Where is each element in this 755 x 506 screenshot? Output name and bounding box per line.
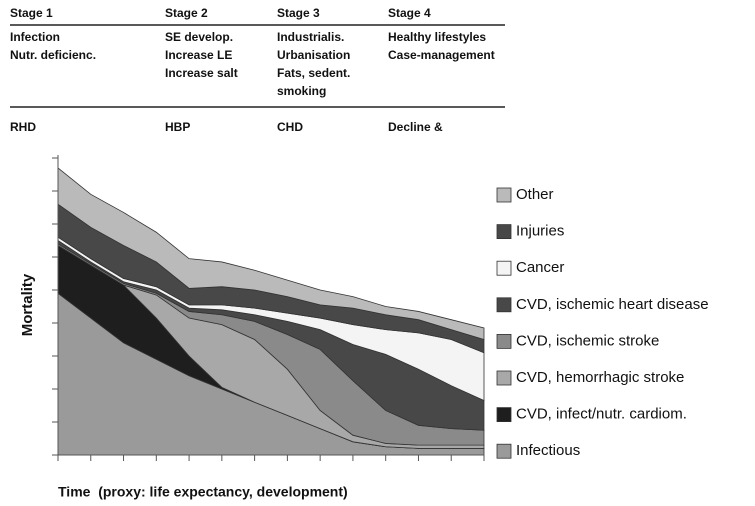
table-header: Stage 4 bbox=[388, 6, 431, 20]
legend-swatch bbox=[496, 224, 512, 240]
legend-swatch bbox=[496, 370, 512, 386]
legend-swatch bbox=[496, 187, 512, 203]
table-cell: Decline & bbox=[388, 120, 443, 134]
table-cell: Increase salt bbox=[165, 66, 238, 80]
x-axis-label: Time (proxy: life expectancy, developmen… bbox=[58, 484, 348, 500]
legend-label: Cancer bbox=[516, 259, 564, 276]
table-cell: CHD bbox=[277, 120, 303, 134]
table-cell: SE develop. bbox=[165, 30, 233, 44]
legend-label: Other bbox=[516, 186, 554, 203]
table-cell: HBP bbox=[165, 120, 190, 134]
table-cell: Urbanisation bbox=[277, 48, 350, 62]
table-cell: RHD bbox=[10, 120, 36, 134]
table-cell: Case-management bbox=[388, 48, 495, 62]
legend-label: CVD, ischemic heart disease bbox=[516, 296, 709, 313]
legend-swatch bbox=[496, 443, 512, 459]
legend-label: Injuries bbox=[516, 223, 564, 240]
table-cell: smoking bbox=[277, 84, 326, 98]
legend-label: CVD, ischemic stroke bbox=[516, 332, 659, 349]
table-cell: Infection bbox=[10, 30, 60, 44]
table-cell: Nutr. deficienc. bbox=[10, 48, 96, 62]
legend-label: CVD, infect/nutr. cardiom. bbox=[516, 406, 687, 423]
y-axis-label: Mortality bbox=[19, 273, 36, 336]
legend-swatch bbox=[496, 297, 512, 313]
table-header: Stage 3 bbox=[277, 6, 320, 20]
legend-swatch bbox=[496, 260, 512, 276]
table-cell: Fats, sedent. bbox=[277, 66, 350, 80]
table-cell: Industrialis. bbox=[277, 30, 344, 44]
legend-label: Infectious bbox=[516, 442, 580, 459]
legend-swatch bbox=[496, 407, 512, 423]
table-cell: Healthy lifestyles bbox=[388, 30, 486, 44]
table-header: Stage 1 bbox=[10, 6, 53, 20]
table-header: Stage 2 bbox=[165, 6, 208, 20]
legend-label: CVD, hemorrhagic stroke bbox=[516, 369, 684, 386]
area bbox=[57, 167, 485, 341]
legend-swatch bbox=[496, 333, 512, 349]
table-cell: Increase LE bbox=[165, 48, 232, 62]
